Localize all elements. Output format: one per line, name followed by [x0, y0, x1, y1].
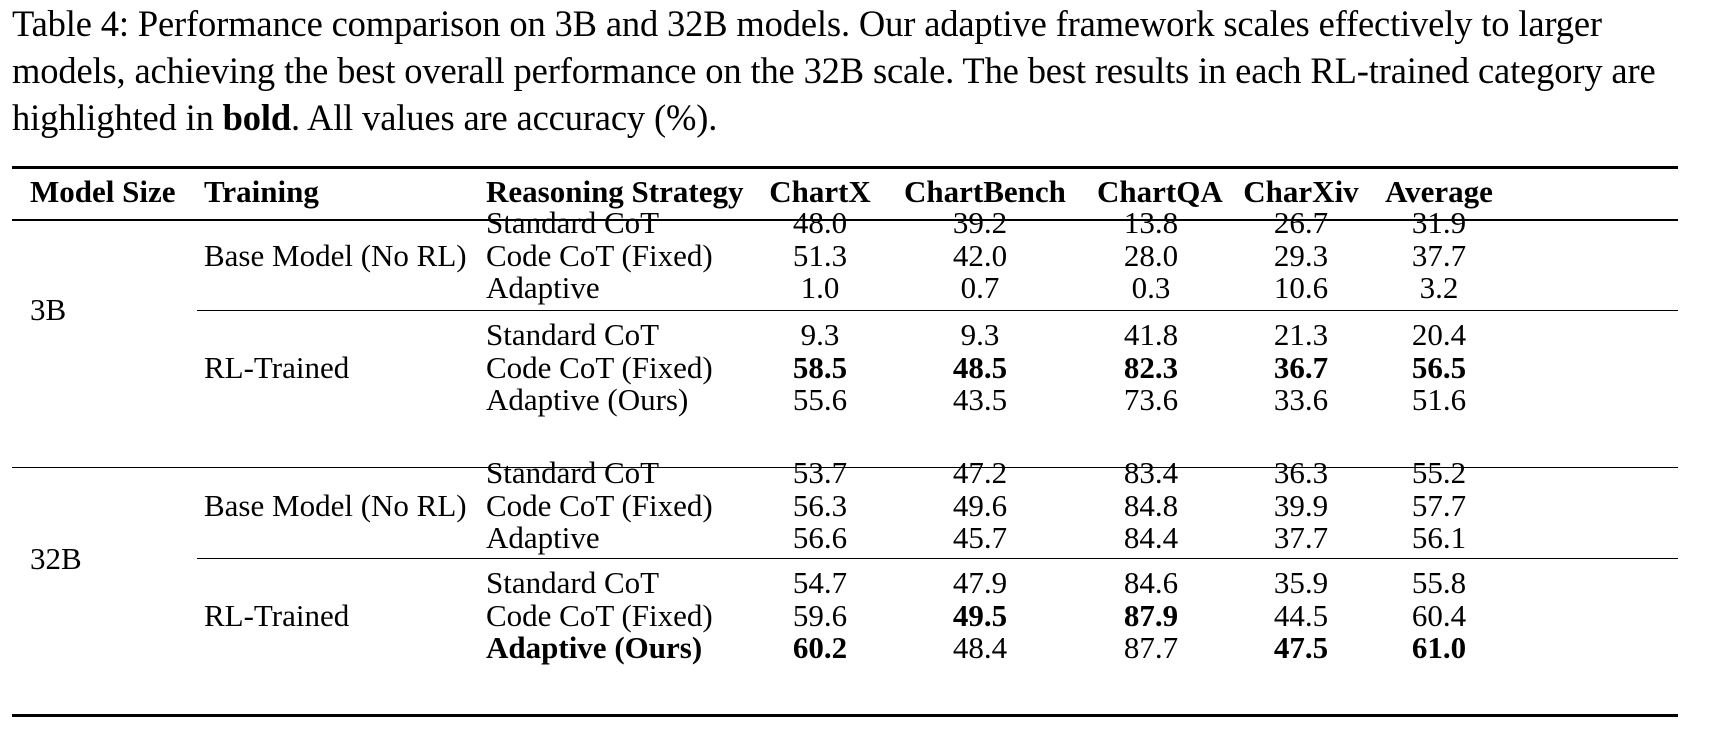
value-cell: 47.5: [1273, 630, 1329, 665]
caption-text-2: . All values are accuracy (%).: [291, 97, 718, 138]
value-cell: 39.2: [952, 205, 1008, 240]
header-average: Average: [1385, 174, 1493, 209]
strategy-cell: Standard CoT: [486, 317, 660, 352]
header-charxiv: CharXiv: [1243, 174, 1359, 209]
strategy-cell: Adaptive (Ours): [486, 382, 689, 417]
training-label: Base Model (No RL): [204, 237, 467, 273]
model-size-label: 32B: [30, 540, 82, 576]
value-cell: 28.0: [1123, 237, 1179, 273]
value-cell: 33.6: [1273, 382, 1329, 417]
value-cell: 53.7: [792, 455, 848, 490]
value-cell: 84.4: [1123, 520, 1179, 555]
strategy-cell: Standard CoT: [486, 205, 660, 240]
value-cell: 44.5: [1273, 597, 1329, 633]
value-cell: 37.7: [1411, 237, 1467, 273]
training-label: Base Model (No RL): [204, 487, 467, 523]
header-training: Training: [204, 174, 319, 209]
header-rule: [12, 219, 1678, 221]
strategy-cell: Code CoT (Fixed): [486, 487, 713, 523]
value-cell: 9.3: [960, 317, 1000, 352]
value-cell: 82.3: [1123, 349, 1179, 385]
value-cell: 49.6: [952, 487, 1008, 523]
value-cell: 35.9: [1273, 565, 1329, 600]
value-cell: 51.6: [1411, 382, 1467, 417]
caption-label: Table 4:: [12, 3, 129, 44]
value-cell: 41.8: [1123, 317, 1179, 352]
value-cell: 48.0: [792, 205, 848, 240]
training-group-rule: [197, 558, 1678, 560]
value-cell: 51.3: [792, 237, 848, 273]
value-cell: 42.0: [952, 237, 1008, 273]
value-cell: 55.8: [1411, 565, 1467, 600]
header-model-size: Model Size: [30, 174, 176, 209]
header-chartbench: ChartBench: [904, 174, 1066, 209]
value-cell: 48.5: [952, 349, 1008, 385]
value-cell: 45.7: [952, 520, 1008, 555]
value-cell: 47.2: [952, 455, 1008, 490]
caption-bold-word: bold: [222, 97, 292, 138]
strategy-cell: Code CoT (Fixed): [486, 349, 713, 385]
value-cell: 48.4: [952, 630, 1008, 665]
strategy-cell: Code CoT (Fixed): [486, 597, 713, 633]
value-cell: 84.6: [1123, 565, 1179, 600]
value-cell: 29.3: [1273, 237, 1329, 273]
value-cell: 39.9: [1273, 487, 1329, 523]
top-rule: [12, 166, 1678, 169]
strategy-cell: Adaptive: [486, 270, 600, 305]
value-cell: 60.2: [792, 630, 848, 665]
value-cell: 47.9: [952, 565, 1008, 600]
value-cell: 56.1: [1411, 520, 1467, 555]
value-cell: 10.6: [1273, 270, 1329, 305]
value-cell: 60.4: [1411, 597, 1467, 633]
value-cell: 37.7: [1273, 520, 1329, 555]
value-cell: 21.3: [1273, 317, 1329, 352]
value-cell: 56.3: [792, 487, 848, 523]
value-cell: 59.6: [792, 597, 848, 633]
value-cell: 26.7: [1273, 205, 1329, 240]
value-cell: 87.7: [1123, 630, 1179, 665]
value-cell: 55.2: [1411, 455, 1467, 490]
value-cell: 73.6: [1123, 382, 1179, 417]
training-label: RL-Trained: [204, 597, 350, 633]
strategy-cell: Standard CoT: [486, 565, 660, 600]
value-cell: 56.5: [1411, 349, 1467, 385]
value-cell: 0.7: [960, 270, 1000, 305]
strategy-cell: Code CoT (Fixed): [486, 237, 713, 273]
training-label: RL-Trained: [204, 349, 350, 385]
strategy-cell: Standard CoT: [486, 455, 660, 490]
value-cell: 13.8: [1123, 205, 1179, 240]
value-cell: 54.7: [792, 565, 848, 600]
header-chartqa: ChartQA: [1097, 174, 1223, 209]
value-cell: 20.4: [1411, 317, 1467, 352]
value-cell: 1.0: [800, 270, 840, 305]
value-cell: 0.3: [1131, 270, 1171, 305]
training-group-rule: [197, 310, 1678, 312]
model-size-label: 3B: [30, 291, 67, 327]
value-cell: 49.5: [952, 597, 1008, 633]
caption-text-1: Performance comparison on 3B and 32B mod…: [12, 3, 1656, 138]
header-reasoning-strategy: Reasoning Strategy: [486, 174, 744, 209]
value-cell: 61.0: [1411, 630, 1467, 665]
results-table: Model Size Training Reasoning Strategy C…: [12, 166, 1678, 718]
value-cell: 36.3: [1273, 455, 1329, 490]
value-cell: 31.9: [1411, 205, 1467, 240]
value-cell: 3.2: [1419, 270, 1459, 305]
table-caption: Table 4: Performance comparison on 3B an…: [12, 0, 1712, 141]
value-cell: 87.9: [1123, 597, 1179, 633]
value-cell: 84.8: [1123, 487, 1179, 523]
bottom-rule: [12, 714, 1678, 717]
value-cell: 55.6: [792, 382, 848, 417]
strategy-cell: Adaptive: [486, 520, 600, 555]
value-cell: 58.5: [792, 349, 848, 385]
value-cell: 36.7: [1273, 349, 1329, 385]
header-chartx: ChartX: [769, 174, 871, 209]
value-cell: 9.3: [800, 317, 840, 352]
group-rule: [12, 467, 1678, 469]
value-cell: 56.6: [792, 520, 848, 555]
value-cell: 43.5: [952, 382, 1008, 417]
value-cell: 83.4: [1123, 455, 1179, 490]
value-cell: 57.7: [1411, 487, 1467, 523]
strategy-cell: Adaptive (Ours): [486, 630, 703, 665]
